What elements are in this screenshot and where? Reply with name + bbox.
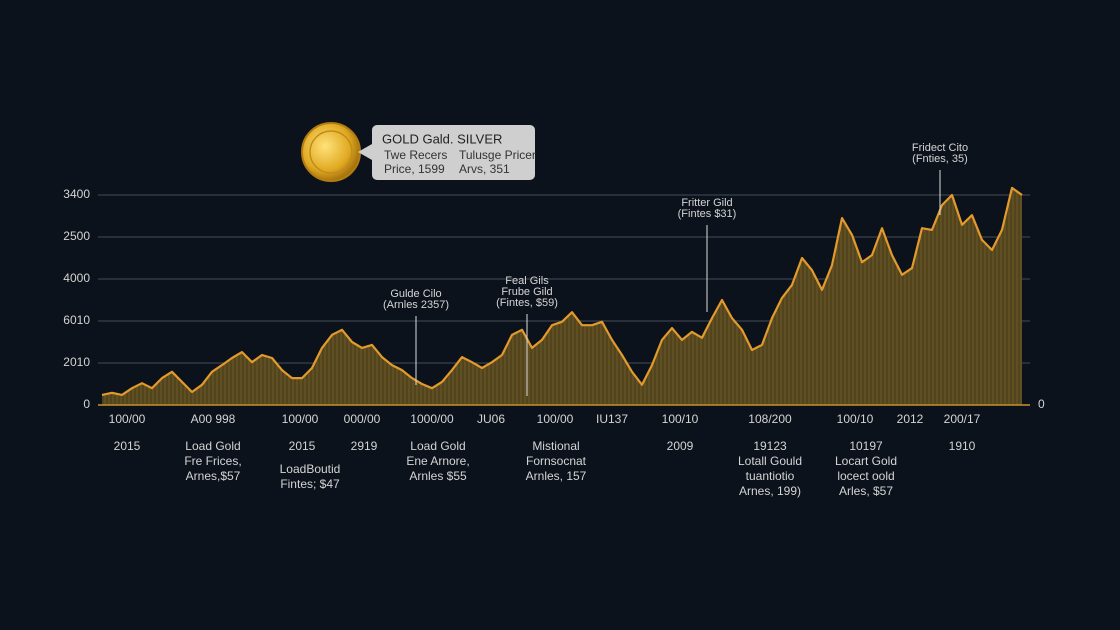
area-tint [102, 187, 1022, 405]
legend-entry: Price, 1599 [384, 162, 445, 176]
bottom-label: Lotall Gould [738, 454, 802, 468]
y-tick-label: 4000 [63, 271, 90, 285]
bottom-label: 1910 [949, 439, 976, 453]
x-tick-label: IU137 [596, 412, 628, 426]
bottom-label: Load Gold [185, 439, 240, 453]
bottom-label: Mistional [532, 439, 579, 453]
bottom-label: locect oold [837, 469, 894, 483]
bottom-label: Arnes, 199) [739, 484, 801, 498]
x-tick-label: JU06 [477, 412, 505, 426]
x-tick-label: 100/00 [109, 412, 146, 426]
coin-rim [309, 130, 353, 174]
bottom-label: 19123 [753, 439, 787, 453]
y-tick-label: 3400 [63, 187, 90, 201]
bottom-label: Fornsocnat [526, 454, 587, 468]
x-tick-label: A00 998 [191, 412, 236, 426]
bottom-label: 2009 [667, 439, 694, 453]
bottom-label: 2015 [114, 439, 141, 453]
bottom-label: LoadBoutid [280, 462, 341, 476]
legend-entry: Arvs, 351 [459, 162, 510, 176]
x-tick-label: 100/00 [537, 412, 574, 426]
annotation: (Fintes, $59) [496, 297, 558, 309]
legend-pointer [358, 144, 372, 160]
bottom-label: Arles, $57 [839, 484, 893, 498]
annotation: Fritter Gild [681, 197, 732, 209]
legend-entry: Tulusge Pricer [459, 148, 536, 162]
x-tick-label: 000/00 [344, 412, 381, 426]
area [102, 187, 1022, 405]
bottom-label: Arnles $55 [409, 469, 467, 483]
annotation: Fridect Cito [912, 142, 968, 154]
annotation: (Arnles 2357) [383, 299, 449, 311]
legend: GOLD Gald. SILVER Twe Recers Price, 1599… [301, 122, 536, 182]
x-tick-label: 200/17 [944, 412, 981, 426]
y-tick-label: 2500 [63, 229, 90, 243]
y-tick-label: 0 [83, 397, 90, 411]
bottom-label: Fre Frices, [184, 454, 241, 468]
x-tick-label: 2012 [897, 412, 924, 426]
annotation: Feal Gils [505, 275, 549, 287]
x-tick-label: 108/200 [748, 412, 792, 426]
bottom-label: 10197 [849, 439, 883, 453]
y-tick-label: 2010 [63, 355, 90, 369]
annotation: (Fnties, 35) [912, 153, 968, 165]
bottom-label: Locart Gold [835, 454, 897, 468]
bottom-label: 2919 [351, 439, 378, 453]
bottom-label: Arnes,$57 [186, 469, 241, 483]
annotation: (Fintes $31) [678, 208, 737, 220]
line [101, 186, 1023, 396]
x-tick-label: 100/10 [662, 412, 699, 426]
annotation: Frube Gild [501, 286, 552, 298]
y2-tick-label: 0 [1038, 397, 1045, 411]
x-tick-label: 1000/00 [410, 412, 454, 426]
legend-title: GOLD Gald. SILVER [382, 131, 502, 146]
bottom-label: Load Gold [410, 439, 465, 453]
annotation: Gulde Cilo [390, 288, 441, 300]
bottom-label: Fintes; $47 [280, 477, 340, 491]
x-tick-label: 100/00 [282, 412, 319, 426]
bottom-label: 2015 [289, 439, 316, 453]
y-tick-label: 6010 [63, 313, 90, 327]
legend-box [372, 125, 535, 180]
bottom-label: Ene Arnore, [406, 454, 469, 468]
bottom-label: Arnles, 157 [526, 469, 587, 483]
bottom-label: tuantiotio [746, 469, 795, 483]
legend-entry: Twe Recers [384, 148, 447, 162]
x-tick-label: 100/10 [837, 412, 874, 426]
